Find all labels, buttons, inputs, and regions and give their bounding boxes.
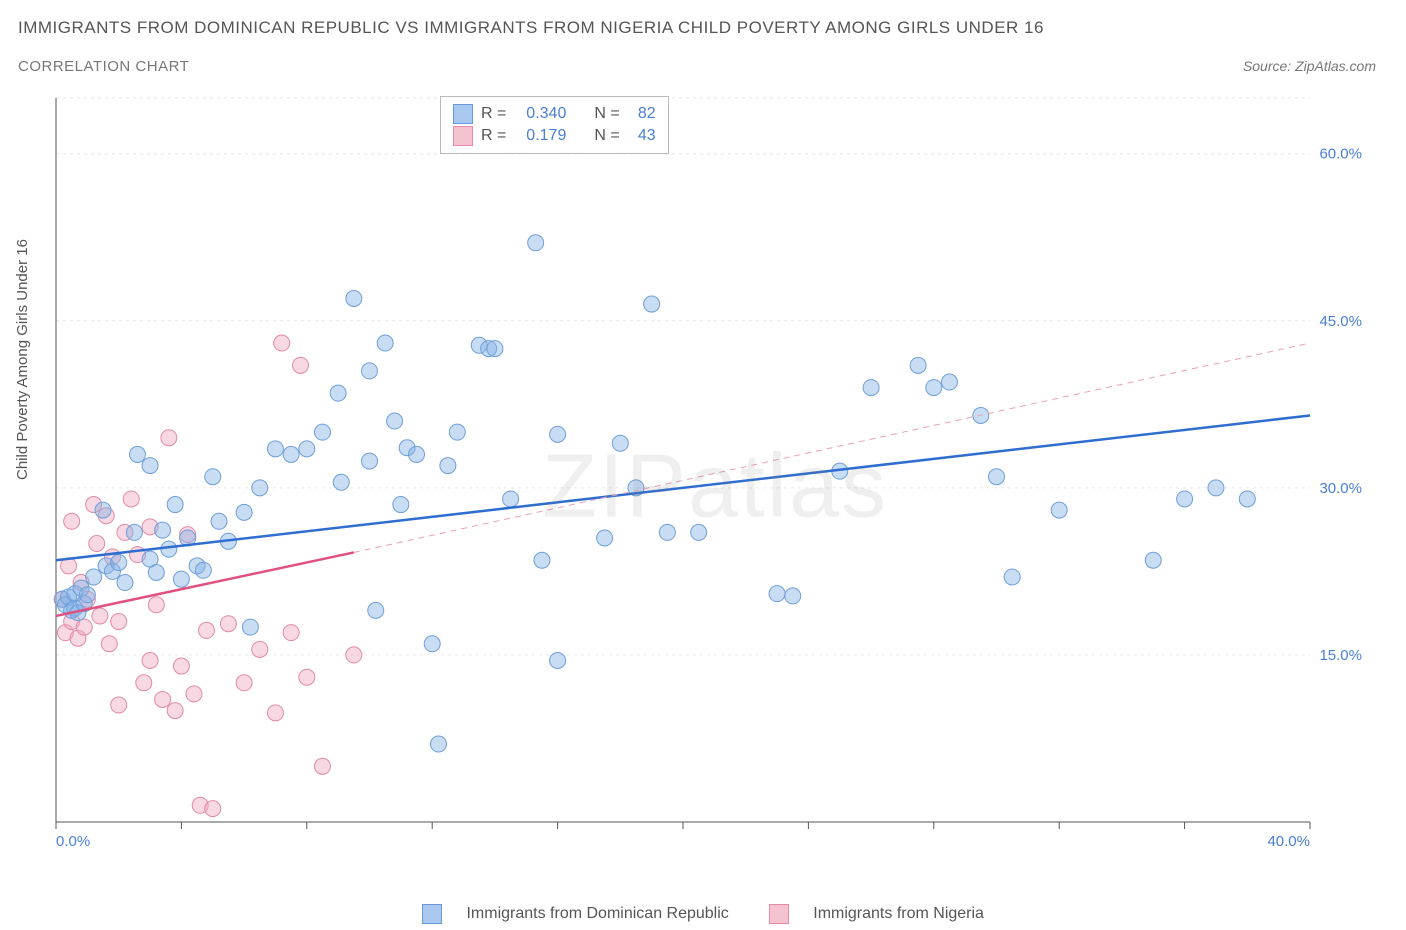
chart-title: IMMIGRANTS FROM DOMINICAN REPUBLIC VS IM… <box>18 18 1044 38</box>
svg-text:60.0%: 60.0% <box>1319 146 1362 163</box>
legend-n-label: N = <box>594 125 619 147</box>
legend-series-item: Immigrants from Dominican Republic <box>412 905 739 922</box>
legend-correlation-box: R = 0.340 N = 82 R = 0.179 N = 43 <box>440 96 669 154</box>
chart-container: IMMIGRANTS FROM DOMINICAN REPUBLIC VS IM… <box>0 0 1406 930</box>
source-name: ZipAtlas.com <box>1295 58 1376 74</box>
legend-series-label: Immigrants from Nigeria <box>813 905 984 922</box>
chart-subtitle: CORRELATION CHART <box>18 58 189 75</box>
legend-swatch <box>769 904 789 924</box>
legend-series-label: Immigrants from Dominican Republic <box>466 905 728 922</box>
legend-r-value: 0.179 <box>514 125 566 147</box>
svg-text:30.0%: 30.0% <box>1319 480 1362 497</box>
legend-correlation-row: R = 0.179 N = 43 <box>453 125 656 147</box>
legend-series: Immigrants from Dominican Republic Immig… <box>0 904 1406 924</box>
legend-n-value: 82 <box>628 103 656 125</box>
svg-text:15.0%: 15.0% <box>1319 647 1362 664</box>
svg-text:0.0%: 0.0% <box>56 833 90 850</box>
plot-area: 15.0%30.0%45.0%60.0%0.0%40.0% ZIPatlas <box>50 92 1380 882</box>
scatter-svg: 15.0% 30.0% 45.0% 60.0% 0.0% 40.0% <box>50 92 1380 882</box>
legend-n-label: N = <box>594 103 619 125</box>
y-axis-label: Child Poverty Among Girls Under 16 <box>14 239 31 480</box>
svg-text:45.0%: 45.0% <box>1319 313 1362 330</box>
svg-text:40.0%: 40.0% <box>1267 833 1310 850</box>
source-attribution: Source: ZipAtlas.com <box>1243 58 1376 74</box>
legend-swatch <box>422 904 442 924</box>
legend-swatch <box>453 104 473 124</box>
legend-correlation-row: R = 0.340 N = 82 <box>453 103 656 125</box>
legend-swatch <box>453 126 473 146</box>
legend-r-label: R = <box>481 103 506 125</box>
legend-n-value: 43 <box>628 125 656 147</box>
legend-series-item: Immigrants from Nigeria <box>759 905 994 922</box>
legend-r-label: R = <box>481 125 506 147</box>
source-label: Source: <box>1243 58 1291 74</box>
legend-r-value: 0.340 <box>514 103 566 125</box>
